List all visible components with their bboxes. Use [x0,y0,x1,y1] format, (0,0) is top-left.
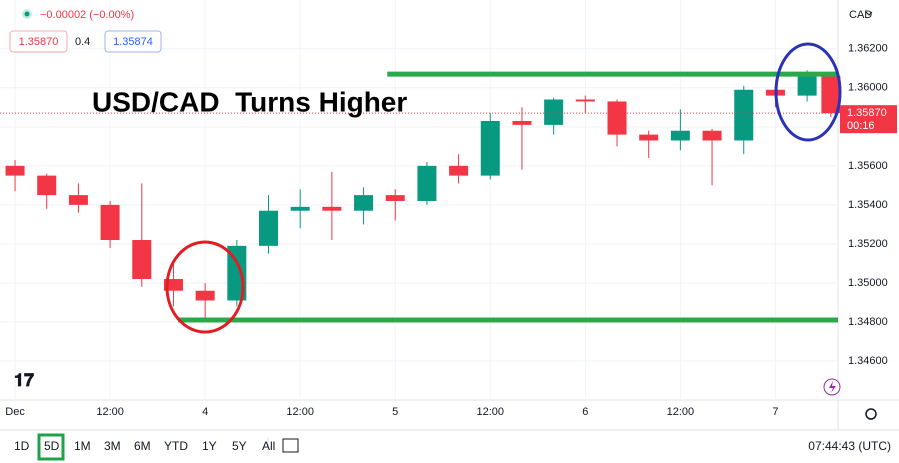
x-tick-label: 12:00 [667,406,695,418]
candle-body [5,165,25,176]
candle-body [480,120,500,176]
countdown: 00:16 [847,120,875,132]
candle-body [449,165,469,176]
y-tick-label: 1.35000 [848,277,888,289]
candle-body [259,210,279,246]
range-button[interactable]: 5Y [232,439,247,453]
y-tick-label: 1.35200 [848,238,888,250]
range-button[interactable]: 5D [44,439,60,453]
x-tick-label: 6 [582,406,588,418]
x-tick-label: 5 [392,406,398,418]
y-tick-label: 1.36000 [848,82,888,94]
x-tick-label: 7 [772,406,778,418]
x-tick-label: 4 [202,406,208,418]
plot-area [0,0,841,400]
candle-body [322,206,342,211]
range-button[interactable]: 1Y [202,439,217,453]
y-tick-label: 1.35400 [848,199,888,211]
candle-body [702,130,722,141]
candle-body [163,279,183,291]
candle-body [512,120,532,125]
candle-body [607,101,627,135]
currency-caret[interactable] [865,11,873,16]
candle-body [797,76,817,96]
bid-price: 1.35870 [19,36,59,48]
range-button[interactable]: 3M [104,439,121,453]
y-tick-label: 1.35600 [848,160,888,172]
candle-body [132,240,152,280]
chart-title: USD/CAD Turns Higher [92,86,407,117]
candle-body [68,195,88,205]
last-price-label: 1.35870 [847,107,887,119]
high-highlight [774,42,842,142]
clock: 07:44:43 (UTC) [808,439,891,453]
range-button[interactable]: 1M [74,439,91,453]
candle-body [639,134,659,141]
range-button[interactable]: YTD [164,439,188,453]
range-button[interactable]: All [262,439,275,453]
y-tick-label: 1.34800 [848,316,888,328]
low-highlight [165,240,245,334]
range-selected [37,433,65,461]
date-range-icon[interactable] [282,438,299,453]
candle-body [670,130,690,141]
candle-body [417,165,437,201]
y-tick-label: 1.34600 [848,355,888,367]
price-change: −0.00002 (−0.00%) [40,9,134,21]
logo: 𝟏𝟕 [14,370,34,390]
candle-body [575,99,595,102]
candle-body [385,195,405,201]
y-tick-label: 1.36200 [848,43,888,55]
ask-price: 1.35874 [113,36,153,48]
x-tick-label: 12:00 [286,406,314,418]
alert-bolt [829,381,836,393]
candle-body [821,76,841,114]
range-button[interactable]: 6M [134,439,151,453]
candle-body [354,195,374,211]
candle-body [734,89,754,141]
candle-body [100,204,120,240]
x-tick-label: Dec [5,406,25,418]
status-dot-core [24,11,30,17]
candle-body [37,175,57,196]
spread: 0.4 [75,36,90,48]
x-tick-label: 12:00 [477,406,505,418]
x-tick-label: 12:00 [96,406,124,418]
candle-body [544,99,564,125]
range-button[interactable]: 1D [14,439,30,453]
candle-body [195,290,215,301]
bid-box[interactable] [9,30,68,53]
candle-body [290,206,310,211]
ask-box[interactable] [104,30,162,53]
last-price-box [840,105,897,134]
settings-icon[interactable] [865,408,877,420]
